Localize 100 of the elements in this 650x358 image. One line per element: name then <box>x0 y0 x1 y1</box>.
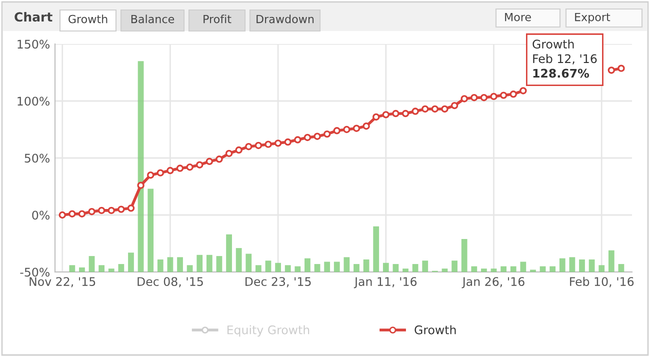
point <box>323 130 331 138</box>
bar <box>284 265 291 272</box>
bar <box>422 260 428 272</box>
bar <box>392 264 399 272</box>
point <box>460 95 468 102</box>
bar <box>618 264 624 272</box>
bar <box>226 234 232 272</box>
bar <box>382 262 389 272</box>
point <box>333 127 340 134</box>
bar <box>373 226 380 272</box>
bar <box>579 259 585 272</box>
point <box>431 105 439 113</box>
y-tick-label: -50% <box>20 268 50 277</box>
point <box>392 110 400 118</box>
point <box>480 94 488 102</box>
x-tick-label: Jan 26, '16 <box>462 277 524 288</box>
bar <box>461 238 468 272</box>
point <box>412 108 419 115</box>
point <box>118 206 125 213</box>
text: Profit <box>204 14 232 24</box>
point <box>264 140 272 148</box>
point <box>137 182 144 189</box>
bar <box>510 266 516 272</box>
point <box>156 169 164 176</box>
bar <box>138 61 144 272</box>
point <box>618 64 625 72</box>
bar <box>88 256 95 272</box>
bar <box>608 250 614 272</box>
bar <box>559 258 566 272</box>
bar <box>569 257 576 272</box>
bar <box>412 264 418 272</box>
point <box>284 138 292 146</box>
y-tick-label: 150% <box>18 40 50 49</box>
bar <box>148 188 154 272</box>
chart-title: Chart <box>14 12 52 22</box>
bar <box>294 266 301 272</box>
bar <box>471 266 478 272</box>
point <box>108 206 115 214</box>
x-tick-label: Nov 22, '15 <box>30 277 96 288</box>
point <box>441 105 448 113</box>
bar <box>128 252 134 272</box>
bar <box>275 262 281 272</box>
point <box>372 113 380 121</box>
bar <box>550 266 556 272</box>
point <box>176 164 184 172</box>
bar <box>598 265 605 272</box>
text: Drawdown <box>256 14 314 24</box>
point <box>274 140 282 147</box>
point <box>422 105 429 113</box>
point <box>352 124 360 132</box>
point <box>216 156 223 163</box>
bar <box>98 265 105 272</box>
bar <box>442 268 448 272</box>
y-tick-label: 50% <box>24 154 50 163</box>
point <box>450 102 458 110</box>
point <box>304 134 312 142</box>
point <box>402 110 410 118</box>
x-tick-label: Dec 23, '15 <box>246 277 311 288</box>
bar <box>314 264 320 272</box>
text: More <box>505 12 531 22</box>
bar <box>588 259 595 272</box>
bar <box>481 268 487 272</box>
point <box>470 94 478 102</box>
point <box>314 132 321 140</box>
x-tick-label: Dec 08, '15 <box>138 277 203 288</box>
point <box>235 146 242 154</box>
text: Balance <box>131 14 174 24</box>
bar <box>246 254 252 272</box>
bar <box>452 260 458 272</box>
bar <box>402 268 408 272</box>
bar <box>167 257 174 272</box>
point <box>245 142 252 150</box>
legend-label: Growth <box>414 325 456 334</box>
x-tick-label: Feb 10, '16 <box>570 276 634 288</box>
bar <box>500 266 506 272</box>
bar <box>354 264 360 272</box>
point <box>206 158 214 166</box>
bar <box>334 262 340 272</box>
point <box>166 166 174 174</box>
y-tick-label: 0% <box>32 210 50 220</box>
point <box>225 150 233 158</box>
x-tick-label: Jan 11, '16 <box>354 277 417 288</box>
bar <box>344 257 350 272</box>
bar <box>186 265 193 272</box>
point <box>343 126 350 134</box>
point <box>98 206 106 214</box>
point <box>146 171 154 179</box>
point <box>490 92 498 100</box>
bar <box>540 266 546 272</box>
point <box>58 211 66 219</box>
point <box>520 87 527 94</box>
bar <box>265 260 272 272</box>
bar <box>324 262 330 272</box>
point <box>68 210 76 218</box>
bar <box>196 254 203 272</box>
bar <box>118 264 124 272</box>
point <box>254 142 262 150</box>
point <box>186 164 194 171</box>
bar <box>157 259 164 272</box>
bar <box>304 258 310 272</box>
